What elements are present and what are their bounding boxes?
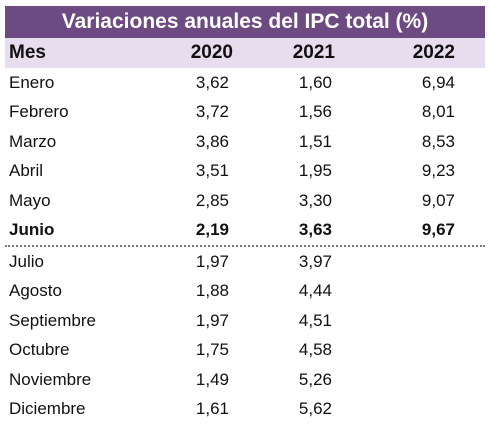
cell-2020: 1,97 xyxy=(195,251,229,271)
table-row: Enero 3,62 1,60 6,94 xyxy=(5,68,485,98)
cell-mes: Diciembre xyxy=(9,399,86,419)
header-mes: Mes xyxy=(9,42,46,63)
table-row: Septiembre 1,97 4,51 xyxy=(5,306,485,336)
cell-2021: 4,44 xyxy=(298,281,332,301)
header-2022: 2022 xyxy=(412,42,455,63)
cell-2021: 1,95 xyxy=(298,161,332,181)
header-2020: 2020 xyxy=(190,42,233,63)
cell-mes: Julio xyxy=(9,251,44,271)
cell-2021: 3,97 xyxy=(298,251,332,271)
cell-2020: 3,72 xyxy=(195,102,229,122)
cell-2021: 1,56 xyxy=(298,102,332,122)
cell-2021: 3,63 xyxy=(298,220,332,240)
cell-mes: Febrero xyxy=(9,102,69,122)
cell-2021: 4,51 xyxy=(298,310,332,330)
cell-2020: 1,88 xyxy=(195,281,229,301)
cell-2022: 6,94 xyxy=(421,72,455,92)
cell-mes: Noviembre xyxy=(9,369,92,389)
cell-2020: 3,86 xyxy=(195,131,229,151)
header-2021: 2021 xyxy=(292,42,335,63)
table-row: Diciembre 1,61 5,62 xyxy=(5,394,485,424)
cell-mes: Junio xyxy=(9,220,55,240)
cell-mes: Marzo xyxy=(9,131,57,151)
table-row: Noviembre 1,49 5,26 xyxy=(5,365,485,395)
cell-2020: 2,85 xyxy=(195,190,229,210)
table-row: Mayo 2,85 3,30 9,07 xyxy=(5,186,485,216)
cell-2020: 1,75 xyxy=(195,340,229,360)
table-row: Agosto 1,88 4,44 xyxy=(5,276,485,306)
cell-mes: Enero xyxy=(9,72,55,92)
cell-2020: 2,19 xyxy=(195,220,229,240)
cell-2022: 9,23 xyxy=(421,161,455,181)
cell-2022: 8,53 xyxy=(421,131,455,151)
cell-2020: 1,61 xyxy=(195,399,229,419)
cell-2021: 5,62 xyxy=(298,399,332,419)
cell-2021: 4,58 xyxy=(298,340,332,360)
table-row: Abril 3,51 1,95 9,23 xyxy=(5,156,485,186)
cell-mes: Abril xyxy=(9,161,44,181)
cell-2020: 3,51 xyxy=(195,161,229,181)
cell-mes: Mayo xyxy=(9,190,51,210)
cell-2021: 3,30 xyxy=(298,190,332,210)
table-row: Octubre 1,75 4,58 xyxy=(5,335,485,365)
cell-2022: 8,01 xyxy=(421,102,455,122)
table-row-current: Junio 2,19 3,63 9,67 xyxy=(5,215,485,247)
cell-2021: 5,26 xyxy=(298,369,332,389)
ipc-table: Variaciones anuales del IPC total (%) Me… xyxy=(5,6,485,424)
cell-mes: Septiembre xyxy=(9,310,96,330)
cell-2021: 1,51 xyxy=(298,131,332,151)
cell-2020: 1,97 xyxy=(195,310,229,330)
cell-2021: 1,60 xyxy=(298,72,332,92)
cell-2020: 3,62 xyxy=(195,72,229,92)
table-row: Julio 1,97 3,97 xyxy=(5,247,485,277)
table-row: Febrero 3,72 1,56 8,01 xyxy=(5,97,485,127)
cell-mes: Octubre xyxy=(9,340,70,360)
table-row: Marzo 3,86 1,51 8,53 xyxy=(5,127,485,157)
table-header: Mes 2020 2021 2022 xyxy=(5,38,485,68)
cell-mes: Agosto xyxy=(9,281,62,301)
table-title: Variaciones anuales del IPC total (%) xyxy=(5,6,485,38)
cell-2020: 1,49 xyxy=(195,369,229,389)
cell-2022: 9,07 xyxy=(421,190,455,210)
cell-2022: 9,67 xyxy=(421,220,455,240)
